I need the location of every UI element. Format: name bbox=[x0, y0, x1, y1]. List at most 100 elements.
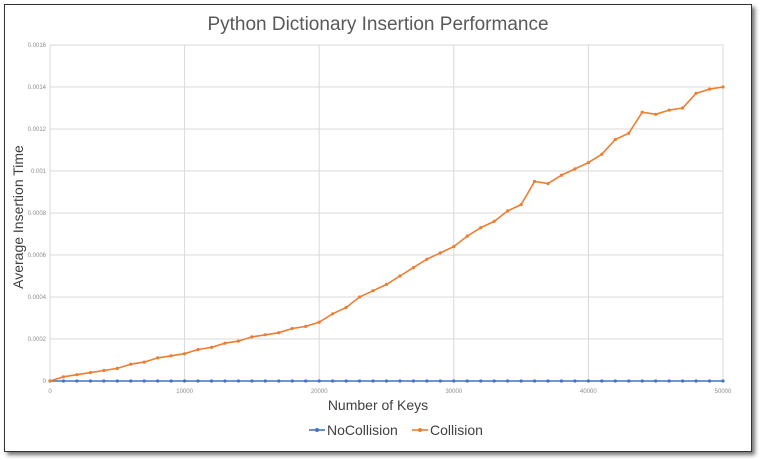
data-point-nocollision bbox=[88, 379, 92, 383]
data-point-nocollision bbox=[61, 379, 66, 383]
legend-marker-collision bbox=[418, 428, 422, 432]
data-point-nocollision bbox=[169, 379, 173, 383]
data-point-collision bbox=[411, 266, 416, 270]
chart-svg: Python Dictionary Insertion Performance … bbox=[10, 14, 732, 438]
data-point-collision bbox=[209, 345, 214, 349]
data-point-collision bbox=[452, 245, 456, 249]
chart-frame: Python Dictionary Insertion Performance … bbox=[4, 4, 752, 452]
data-point-collision bbox=[357, 295, 362, 299]
data-point-collision bbox=[183, 352, 187, 356]
data-point-collision bbox=[142, 360, 146, 364]
series-layer bbox=[48, 85, 725, 383]
data-point-nocollision bbox=[290, 379, 294, 383]
data-point-nocollision bbox=[438, 379, 442, 383]
data-point-collision bbox=[532, 179, 537, 184]
data-point-nocollision bbox=[102, 379, 106, 383]
data-point-collision bbox=[465, 234, 469, 238]
data-point-nocollision bbox=[331, 379, 335, 383]
data-point-nocollision bbox=[559, 379, 564, 383]
data-point-nocollision bbox=[654, 379, 658, 383]
data-point-collision bbox=[654, 112, 658, 116]
data-point-nocollision bbox=[479, 379, 483, 383]
data-point-nocollision bbox=[357, 379, 362, 383]
data-point-collision bbox=[640, 110, 644, 114]
data-point-collision bbox=[479, 226, 483, 230]
data-point-nocollision bbox=[277, 379, 281, 383]
data-point-nocollision bbox=[452, 379, 456, 383]
y-tick-label: 0.0006 bbox=[28, 253, 47, 259]
data-point-collision bbox=[438, 251, 442, 255]
data-point-nocollision bbox=[519, 379, 523, 383]
y-tick-label: 0 bbox=[43, 379, 47, 385]
data-point-collision bbox=[371, 289, 375, 293]
data-point-collision bbox=[317, 320, 321, 324]
data-point-nocollision bbox=[465, 379, 469, 383]
data-point-nocollision bbox=[600, 379, 604, 383]
data-point-collision bbox=[196, 347, 200, 352]
data-point-collision bbox=[88, 371, 92, 375]
data-point-collision bbox=[559, 173, 564, 177]
data-point-collision bbox=[573, 167, 577, 171]
data-point-collision bbox=[331, 312, 335, 316]
y-axis-title: Average Insertion Time bbox=[10, 145, 26, 289]
data-point-collision bbox=[600, 152, 604, 156]
series-line-collision bbox=[49, 86, 724, 382]
data-point-collision bbox=[344, 305, 348, 310]
x-tick-label: 40000 bbox=[580, 389, 597, 395]
data-point-nocollision bbox=[304, 379, 308, 383]
x-tick-label: 10000 bbox=[176, 389, 193, 395]
data-point-nocollision bbox=[411, 379, 416, 383]
data-point-nocollision bbox=[546, 379, 550, 383]
data-point-nocollision bbox=[586, 379, 591, 383]
data-point-collision bbox=[277, 331, 281, 335]
x-tick-label: 20000 bbox=[311, 389, 328, 395]
data-point-collision bbox=[290, 326, 294, 331]
chart-title: Python Dictionary Insertion Performance bbox=[207, 14, 548, 35]
y-tick-label: 0.0002 bbox=[28, 337, 47, 343]
data-point-nocollision bbox=[115, 379, 119, 383]
data-point-nocollision bbox=[75, 379, 79, 383]
data-point-collision bbox=[48, 379, 52, 383]
data-point-nocollision bbox=[371, 379, 375, 383]
data-point-nocollision bbox=[681, 379, 685, 383]
data-point-collision bbox=[627, 131, 631, 135]
data-point-collision bbox=[250, 335, 254, 339]
legend: NoCollision Collision bbox=[309, 422, 483, 438]
data-point-nocollision bbox=[263, 379, 267, 383]
data-point-collision bbox=[61, 375, 66, 379]
x-tick-label: 30000 bbox=[445, 389, 462, 395]
data-point-nocollision bbox=[250, 379, 254, 383]
data-point-nocollision bbox=[129, 379, 133, 383]
data-point-collision bbox=[681, 106, 685, 110]
data-point-nocollision bbox=[721, 379, 725, 383]
data-point-collision bbox=[236, 339, 241, 343]
data-point-collision bbox=[667, 108, 671, 112]
data-point-collision bbox=[506, 209, 510, 213]
data-point-nocollision bbox=[640, 379, 644, 383]
data-point-nocollision bbox=[492, 379, 496, 383]
data-point-nocollision bbox=[707, 379, 712, 383]
y-tick-label: 0.001 bbox=[31, 169, 47, 175]
y-tick-label: 0.0004 bbox=[28, 295, 47, 301]
data-point-nocollision bbox=[613, 379, 617, 383]
legend-label-collision: Collision bbox=[430, 422, 483, 438]
data-point-nocollision bbox=[183, 379, 187, 383]
data-point-nocollision bbox=[532, 379, 537, 383]
data-point-nocollision bbox=[196, 379, 200, 383]
y-tick-labels: 0 0.0002 0.0004 0.0006 0.0008 0.001 0.0012 0.00… bbox=[28, 43, 47, 385]
data-point-collision bbox=[223, 341, 227, 345]
x-tick-labels: 0 10000 20000 30000 40000 50000 bbox=[48, 389, 732, 395]
x-axis-title: Number of Keys bbox=[328, 397, 428, 413]
data-point-collision bbox=[75, 373, 79, 377]
data-point-collision bbox=[519, 203, 523, 207]
data-point-nocollision bbox=[236, 379, 241, 383]
y-tick-label: 0.0014 bbox=[28, 85, 47, 91]
y-tick-label: 0.0008 bbox=[28, 211, 47, 217]
data-point-collision bbox=[613, 137, 617, 142]
legend-label-nocollision: NoCollision bbox=[327, 422, 398, 438]
data-point-nocollision bbox=[384, 379, 389, 383]
legend-marker-nocollision bbox=[315, 428, 319, 432]
data-point-collision bbox=[721, 85, 725, 89]
data-point-collision bbox=[694, 91, 698, 95]
data-point-nocollision bbox=[142, 379, 146, 383]
